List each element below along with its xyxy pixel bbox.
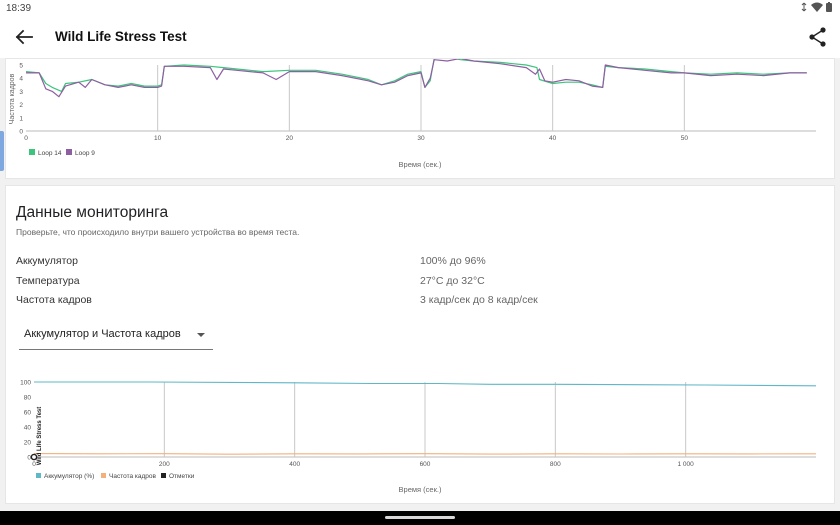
x-tick-label: 400 <box>289 461 300 468</box>
monitoring-chart: 0 200 400 600 800 1 000 0 20 40 60 80 100 Wild Lif… <box>20 380 817 494</box>
y-tick-label: 2 <box>19 102 23 109</box>
x-tick-label: 50 <box>681 135 689 142</box>
y-tick-label: 1 <box>19 115 23 122</box>
legend-label-fps: Частота кадров <box>109 473 157 480</box>
x-tick-label: 200 <box>159 461 170 468</box>
legend-label-marks: Отметки <box>169 473 195 480</box>
fps-chart-card: 0 10 20 30 40 50 0 1 2 3 4 5 Частота кадров Loop 1… <box>5 56 835 179</box>
page-title: Wild Life Stress Test <box>55 29 187 44</box>
legend-swatch-loop9 <box>66 149 72 155</box>
legend-swatch-loop14 <box>29 149 35 155</box>
legend-label-loop9: Loop 9 <box>75 150 95 157</box>
metric-label-battery: Аккумулятор <box>16 255 78 267</box>
monitoring-card: Данные мониторинга Проверьте, что происх… <box>5 185 835 504</box>
y-tick-label: 0 <box>19 129 23 136</box>
x-tick-label: 20 <box>286 135 294 142</box>
alarm-icon <box>801 2 807 12</box>
metric-value-temperature: 27°C до 32°C <box>420 275 485 287</box>
x-tick-label: 1 000 <box>678 461 695 468</box>
marker-label: Wild Life Stress Test <box>37 407 43 466</box>
metric-label-temperature: Температура <box>16 275 80 287</box>
navigation-bar <box>0 511 840 525</box>
y-tick-label: 4 <box>19 76 23 83</box>
y-tick-label: 5 <box>19 63 23 70</box>
x-tick-label: 0 <box>24 135 28 142</box>
back-arrow-icon[interactable] <box>12 26 36 48</box>
y-tick-label: 80 <box>24 395 32 402</box>
series-line-2 <box>26 57 807 98</box>
legend-label-battery: Аккумулятор (%) <box>44 473 94 480</box>
app-bar: Wild Life Stress Test <box>0 16 840 58</box>
status-bar: 18:39 <box>0 0 840 16</box>
dropdown-selected-label: Аккумулятор и Частота кадров <box>24 328 181 340</box>
share-icon[interactable] <box>808 26 828 48</box>
chevron-down-icon <box>197 333 205 337</box>
series-line-2 <box>33 453 817 455</box>
x-tick-label: 10 <box>154 135 162 142</box>
home-gesture-handle[interactable] <box>385 516 455 519</box>
x-tick-label: 600 <box>420 461 431 468</box>
y-tick-label: 40 <box>24 425 32 432</box>
x-axis-title: Время (сек.) <box>399 485 442 494</box>
battery-icon <box>826 2 832 12</box>
y-tick-label: 20 <box>24 440 32 447</box>
monitoring-title: Данные мониторинга <box>16 204 169 221</box>
status-time: 18:39 <box>6 3 32 14</box>
monitoring-subtitle: Проверьте, что происходило внутри вашего… <box>16 227 300 237</box>
y-axis-title: Частота кадров <box>9 73 16 124</box>
event-marker[interactable] <box>30 453 38 461</box>
side-handle[interactable] <box>0 131 4 171</box>
metric-value-framerate: 3 кадр/сек до 8 кадр/сек <box>420 294 538 306</box>
x-tick-label: 0 <box>32 461 36 468</box>
series-line-1 <box>34 381 817 387</box>
y-tick-label: 0 <box>27 455 31 462</box>
metric-label-framerate: Частота кадров <box>16 294 92 306</box>
metric-value-battery: 100% до 96% <box>420 255 486 267</box>
y-tick-label: 100 <box>20 380 31 387</box>
y-tick-label: 60 <box>24 410 32 417</box>
y-tick-label: 3 <box>19 89 23 96</box>
x-axis-title: Время (сек.) <box>399 160 442 169</box>
chart-type-dropdown[interactable]: Аккумулятор и Частота кадров <box>19 324 213 350</box>
legend-swatch-marks <box>161 473 166 478</box>
x-tick-label: 30 <box>417 135 425 142</box>
series-line-1 <box>25 56 807 92</box>
x-tick-label: 40 <box>549 135 557 142</box>
legend-label-loop14: Loop 14 <box>38 150 62 157</box>
legend-swatch-battery <box>36 473 41 478</box>
wifi-icon <box>811 2 823 12</box>
status-icons <box>800 2 832 12</box>
x-tick-label: 800 <box>550 461 561 468</box>
legend-swatch-fps <box>101 473 106 478</box>
fps-loop-chart: 0 10 20 30 40 50 0 1 2 3 4 5 Частота кадров Loop 1… <box>9 56 816 169</box>
